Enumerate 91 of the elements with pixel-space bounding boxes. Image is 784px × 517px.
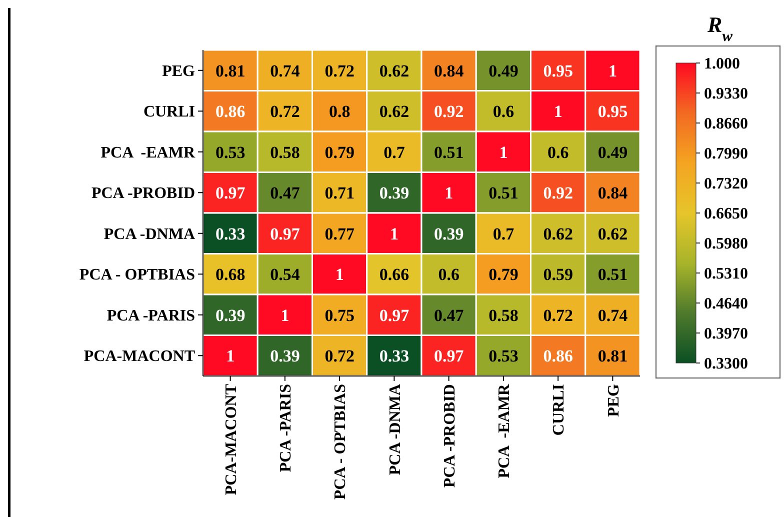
data-label: 0.97 (215, 184, 246, 203)
data-label: 1 (335, 265, 344, 284)
data-label: 0.33 (215, 224, 246, 244)
data-label: 0.72 (270, 102, 300, 122)
y-tick-label: PCA -PROBID (91, 185, 195, 202)
data-label: 0.47 (270, 184, 300, 203)
data-label: 0.39 (434, 224, 464, 244)
y-tick-label: PCA -EAMR (100, 144, 196, 162)
x-tick-label: PEG (605, 383, 622, 417)
y-tick-label: PCA -DNMA (104, 226, 196, 243)
data-label: 1 (444, 184, 454, 203)
data-label: 1 (226, 346, 235, 366)
data-label: 0.49 (488, 61, 518, 80)
color-bar-label: 0.5980 (704, 236, 748, 253)
data-label: 0.54 (270, 265, 300, 284)
data-label: 0.79 (324, 142, 354, 162)
data-label: 0.72 (324, 346, 354, 366)
data-label: 1 (390, 224, 398, 244)
data-label: 0.95 (543, 61, 573, 80)
data-label: 0.51 (434, 142, 464, 162)
data-label: 0.62 (543, 224, 573, 244)
color-bar-label: 0.8660 (704, 116, 748, 133)
data-label: 1 (280, 306, 290, 325)
data-label: 0.39 (215, 306, 246, 325)
data-label: 0.86 (215, 102, 246, 122)
data-label: 0.79 (488, 265, 518, 284)
data-label: 0.6 (547, 142, 569, 162)
y-tick-label: PCA -PARIS (106, 307, 196, 324)
data-label: 0.58 (488, 306, 518, 325)
data-label: 0.51 (598, 265, 628, 284)
data-label: 0.6 (492, 102, 514, 122)
data-label: 0.68 (215, 265, 246, 284)
color-bar-label: 1.000 (704, 56, 740, 73)
data-label: 1 (554, 102, 562, 122)
y-tick-label: CURLI (143, 104, 195, 121)
color-bar-label: 0.4640 (704, 296, 748, 313)
data-label: 0.59 (543, 265, 573, 284)
data-label: 0.51 (488, 184, 518, 203)
data-label: 0.71 (324, 184, 354, 203)
data-label: 0.33 (379, 346, 410, 366)
data-label: 1 (499, 142, 508, 162)
data-label: 0.95 (598, 102, 628, 122)
data-label: 0.62 (598, 224, 628, 244)
data-label: 0.62 (379, 61, 410, 80)
y-tick-label: PCA - OPTBIAS (79, 266, 196, 284)
y-tick-label: PEG (162, 62, 196, 80)
color-bar-label: 0.9330 (704, 86, 748, 103)
data-label: 0.92 (434, 102, 464, 122)
data-label: 0.72 (543, 306, 573, 325)
data-label: 0.53 (488, 346, 518, 366)
data-label: 0.39 (270, 346, 300, 366)
x-tick-label: CURLI (550, 384, 568, 436)
data-label: 0.92 (543, 184, 573, 203)
y-tick-label: PCA-MACONT (84, 348, 196, 366)
data-label: 0.84 (434, 61, 464, 80)
data-label: 0.66 (379, 265, 410, 284)
x-tick-label: PCA -PROBID (441, 384, 458, 488)
x-tick-label: PCA -EAMR (496, 384, 514, 478)
data-label: 0.72 (324, 61, 354, 80)
color-bar-label: 0.5310 (704, 266, 748, 283)
color-bar-label: 0.7320 (704, 176, 748, 193)
x-tick-label: PCA -DNMA (386, 384, 404, 476)
data-label: 0.58 (270, 142, 300, 162)
data-label: 0.81 (598, 346, 628, 366)
x-tick-label: PCA - OPTBIAS (332, 384, 350, 500)
color-bar-label: 0.7990 (704, 146, 748, 163)
x-tick-label: PCA -PARIS (278, 384, 295, 472)
data-label: 0.53 (215, 142, 246, 162)
data-label: 0.74 (270, 61, 300, 80)
data-label: 1 (608, 61, 617, 80)
data-label: 0.97 (379, 306, 410, 325)
data-label: 0.86 (543, 346, 573, 366)
data-label: 0.7 (492, 224, 515, 244)
data-label: 0.75 (324, 306, 354, 325)
data-label: 0.6 (438, 265, 460, 284)
data-label: 0.8 (328, 102, 350, 122)
data-label: 0.97 (434, 346, 464, 366)
data-label: 0.97 (270, 224, 300, 244)
data-label: 0.77 (324, 224, 355, 244)
color-bar-label: 0.6650 (704, 206, 748, 223)
color-bar-label: 0.3970 (704, 326, 748, 343)
data-label: 0.81 (215, 61, 246, 80)
data-label: 0.62 (379, 102, 410, 122)
data-label: 0.74 (598, 306, 628, 325)
data-label: 0.39 (379, 184, 410, 203)
color-bar-label: 0.3300 (704, 356, 748, 373)
data-label: 0.47 (434, 306, 464, 325)
data-label: 0.7 (384, 142, 406, 162)
data-label: 0.49 (598, 142, 628, 162)
color-bar-title: R$_{w}$ (706, 12, 734, 44)
data-label: 0.84 (598, 184, 628, 203)
